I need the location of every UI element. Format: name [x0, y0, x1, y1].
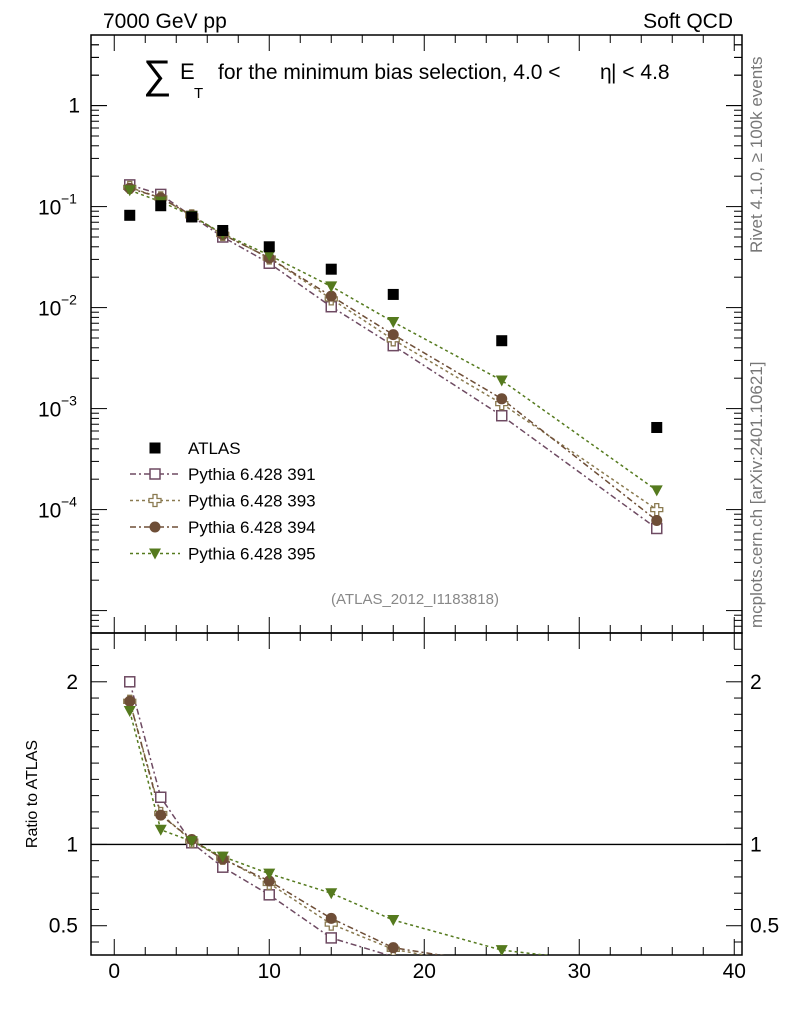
ratio-point-pythia-6-428-395 — [216, 851, 229, 863]
title-sub: T — [194, 85, 203, 102]
point-atlas — [124, 209, 136, 221]
x-tick-label: 0 — [108, 960, 120, 983]
series-line-pythia-6-428-395 — [129, 189, 658, 491]
main-y-tick-exponent: −1 — [61, 191, 77, 207]
ratio-series-layer — [123, 676, 551, 955]
ratio-line-pythia-6-428-395 — [129, 710, 551, 955]
ratio-point-pythia-6-428-395 — [123, 706, 136, 718]
point-pythia-6-428-395 — [495, 375, 508, 387]
x-tick-label: 40 — [723, 960, 746, 983]
legend-marker-pythia-6-428-391 — [149, 468, 161, 480]
ratio-y-tick-label: 0.5 — [49, 915, 78, 938]
ratio-point-pythia-6-428-394 — [263, 875, 275, 887]
plot-title: ∑ E T for the minimum bias selection, 4.… — [143, 53, 670, 102]
main-y-tick-label: 10 — [38, 298, 61, 321]
legend-label-pythia-6-428-393: Pythia 6.428 393 — [188, 492, 316, 511]
ratio-point-pythia-6-428-395 — [325, 888, 338, 900]
point-atlas — [263, 241, 275, 253]
main-series-layer — [123, 179, 664, 535]
point-pythia-6-428-394 — [651, 514, 663, 526]
ratio-point-pythia-6-428-394 — [124, 695, 136, 707]
ratio-y-tick-label-right: 1 — [750, 833, 762, 856]
point-pythia-6-428-395 — [123, 185, 136, 197]
point-pythia-6-428-395 — [650, 485, 663, 497]
title-eta: η — [600, 61, 612, 84]
main-y-tick-label: 10 — [38, 500, 61, 523]
ratio-line-pythia-6-428-394 — [129, 701, 445, 955]
legend-marker-atlas — [149, 442, 161, 454]
legend-label-pythia-6-428-391: Pythia 6.428 391 — [188, 465, 316, 484]
ratio-point-pythia-6-428-395 — [263, 868, 276, 880]
x-tick-label: 20 — [413, 960, 436, 983]
point-pythia-6-428-395 — [325, 281, 338, 293]
point-pythia-6-428-394 — [325, 290, 337, 302]
ratio-point-pythia-6-428-391 — [155, 791, 167, 804]
legend-label-pythia-6-428-394: Pythia 6.428 394 — [188, 518, 316, 537]
legend-marker-pythia-6-428-394 — [149, 521, 161, 533]
point-atlas — [651, 421, 663, 433]
legend-marker-pythia-6-428-393 — [148, 493, 162, 508]
point-atlas — [496, 335, 508, 347]
point-pythia-6-428-394 — [496, 393, 508, 405]
header-left: 7000 GeV pp — [103, 10, 227, 33]
legend-marker-pythia-6-428-395 — [149, 548, 161, 560]
header-right: Soft QCD — [643, 10, 733, 33]
ratio-point-pythia-6-428-391 — [124, 676, 136, 688]
main-plot-frame — [90, 34, 743, 634]
point-pythia-6-428-395 — [387, 317, 400, 329]
point-atlas — [387, 288, 399, 300]
ratio-point-pythia-6-428-391 — [263, 889, 275, 901]
analysis-id: (ATLAS_2012_I1183818) — [331, 591, 499, 608]
legend-label-atlas: ATLAS — [188, 439, 241, 458]
main-y-tick-label: 10 — [38, 399, 61, 422]
main-y-tick-label: 1 — [68, 95, 80, 118]
series-line-pythia-6-428-391 — [129, 184, 658, 530]
point-pythia-6-428-394 — [387, 329, 399, 341]
main-y-tick-label: 10 — [38, 197, 61, 220]
side-label-top: Rivet 4.1.0, ≥ 100k events — [747, 57, 766, 253]
ratio-point-pythia-6-428-395 — [387, 915, 400, 927]
ratio-ylabel: Ratio to ATLAS — [24, 740, 41, 848]
point-atlas — [155, 200, 167, 212]
ratio-point-pythia-6-428-395 — [495, 945, 508, 955]
ratio-y-tick-label-right: 2 — [750, 671, 762, 694]
ratio-y-tick-label-right: 0.5 — [750, 915, 779, 938]
point-pythia-6-428-395 — [263, 250, 276, 262]
point-atlas — [186, 211, 198, 223]
title-sigma: ∑ — [143, 53, 172, 97]
main-y-tick-exponent: −3 — [61, 393, 77, 409]
ratio-point-pythia-6-428-395 — [154, 824, 167, 836]
ratio-y-tick-label: 2 — [66, 671, 78, 694]
legend: ATLAS Pythia 6.428 391 Pythia 6.428 393 Pyt… — [130, 439, 316, 564]
axis-ticks: 110 −110 −210 −310 −42 21 10.5 0.50 10 20 30 40 — [38, 34, 779, 983]
ratio-point-pythia-6-428-394 — [325, 912, 337, 924]
title-e: E — [180, 59, 195, 84]
side-label-bottom: mcplots.cern.ch [arXiv:2401.10621] — [747, 362, 766, 628]
ratio-point-pythia-6-428-391 — [325, 932, 337, 944]
point-pythia-6-428-393 — [650, 502, 664, 517]
main-y-tick-exponent: −2 — [61, 292, 77, 308]
point-atlas — [325, 263, 337, 275]
ratio-plot-frame — [90, 632, 743, 956]
x-tick-label: 10 — [258, 960, 281, 983]
ratio-point-pythia-6-428-394 — [155, 809, 167, 821]
point-pythia-6-428-391 — [496, 409, 508, 422]
legend-label-pythia-6-428-395: Pythia 6.428 395 — [188, 545, 316, 564]
title-end: | < 4.8 — [611, 61, 670, 84]
point-atlas — [217, 224, 229, 236]
ratio-point-pythia-6-428-395 — [185, 836, 198, 848]
x-tick-label: 30 — [568, 960, 591, 983]
ratio-y-tick-label: 1 — [66, 833, 78, 856]
ratio-point-pythia-6-428-394 — [387, 942, 399, 954]
ratio-line-pythia-6-428-393 — [129, 701, 430, 955]
main-y-tick-exponent: −4 — [61, 494, 77, 510]
title-rest: for the minimum bias selection, 4.0 < — [218, 61, 561, 84]
